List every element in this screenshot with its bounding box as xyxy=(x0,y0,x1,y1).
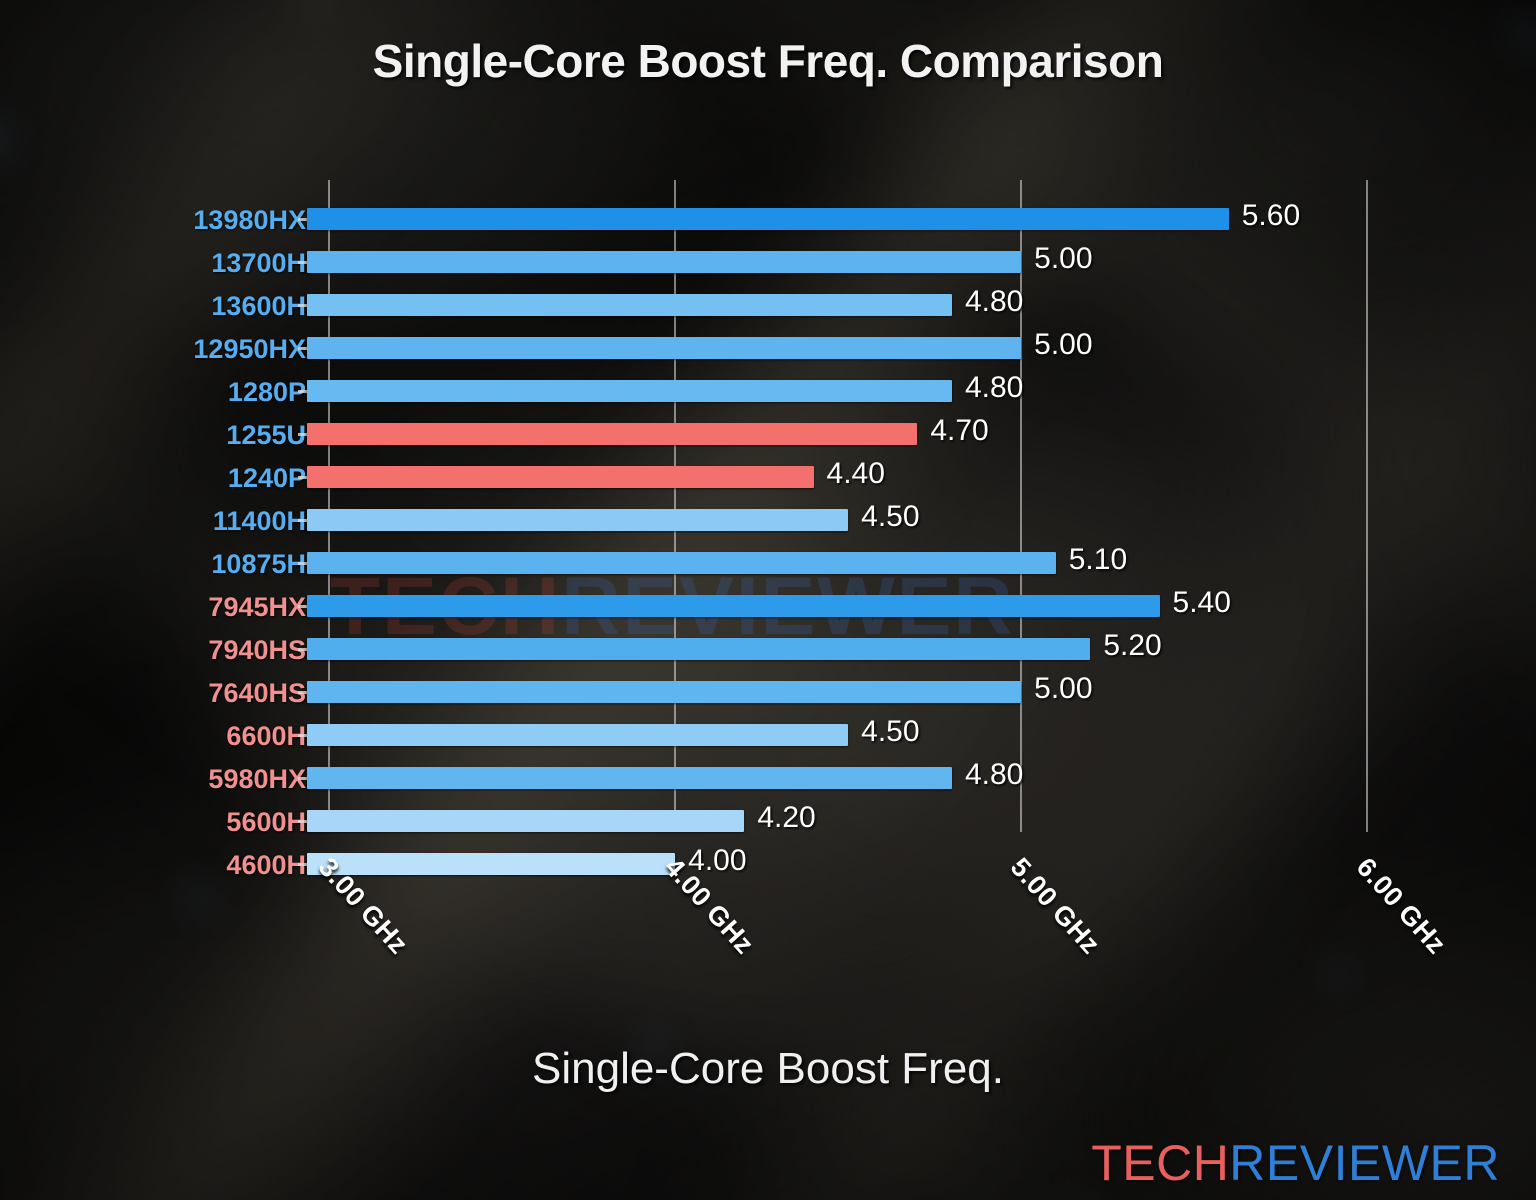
category-label-12950hx: 12950HX xyxy=(193,334,306,364)
gridline-6-00-ghz xyxy=(1366,180,1369,832)
value-label-5600h: 4.20 xyxy=(757,801,816,834)
techreviewer-logo: TECHREVIEWER xyxy=(1091,1134,1500,1192)
value-label-1240p: 4.40 xyxy=(826,457,885,490)
value-label-13980hx: 5.60 xyxy=(1241,199,1301,232)
category-label-7640hs: 7640HS xyxy=(208,678,306,708)
value-label-12950hx: 5.00 xyxy=(1034,328,1093,361)
value-label-7945hx: 5.40 xyxy=(1172,586,1231,619)
value-label-10875h: 5.10 xyxy=(1068,543,1128,576)
y-tick-mark xyxy=(298,820,307,823)
value-label-7940hs: 5.20 xyxy=(1103,629,1162,662)
value-label-6600h: 4.50 xyxy=(861,715,920,748)
bar-4600h xyxy=(307,853,676,875)
bar-7640hs xyxy=(307,681,1022,703)
category-label-1240p: 1240P xyxy=(227,463,306,493)
category-label-13980hx: 13980HX xyxy=(193,205,306,235)
logo-reviewer: REVIEWER xyxy=(1229,1135,1500,1191)
logo-tech: TECH xyxy=(1091,1135,1230,1191)
y-tick-mark xyxy=(298,304,307,307)
value-label-7640hs: 5.00 xyxy=(1034,672,1093,705)
y-tick-mark xyxy=(298,691,307,694)
category-label-4600h: 4600H xyxy=(226,850,306,880)
y-tick-mark xyxy=(298,562,307,565)
y-tick-mark xyxy=(298,863,307,866)
category-label-5600h: 5600H xyxy=(226,807,306,837)
bar-13600h xyxy=(307,294,952,316)
bar-6600h xyxy=(307,724,849,746)
y-tick-mark xyxy=(298,734,307,737)
gridline-5-00-ghz xyxy=(1020,180,1023,832)
bar-7940hs xyxy=(307,638,1091,660)
bar-5980hx xyxy=(307,767,952,789)
y-tick-mark xyxy=(298,605,307,608)
y-tick-mark xyxy=(298,777,307,780)
y-tick-mark xyxy=(298,218,307,221)
category-label-10875h: 10875H xyxy=(211,549,306,579)
category-label-1255u: 1255U xyxy=(226,420,306,450)
bar-10875h xyxy=(307,552,1056,574)
gridline-3-00-ghz xyxy=(328,180,331,832)
category-label-7945hx: 7945HX xyxy=(208,592,306,622)
bar-13980hx xyxy=(307,208,1229,230)
x-tick-label-5-00-ghz: 5.00 GHz xyxy=(1004,852,1107,960)
value-label-13600h: 4.80 xyxy=(964,285,1024,318)
value-label-4600h: 4.00 xyxy=(688,844,747,877)
y-tick-mark xyxy=(298,261,307,264)
category-label-5980hx: 5980HX xyxy=(208,764,306,794)
category-label-6600h: 6600H xyxy=(226,721,306,751)
category-label-11400h: 11400H xyxy=(212,506,306,536)
category-label-1280p: 1280P xyxy=(227,377,306,407)
category-label-7940hs: 7940HS xyxy=(208,635,306,665)
value-label-5980hx: 4.80 xyxy=(964,758,1024,791)
value-label-11400h: 4.50 xyxy=(861,500,920,533)
value-label-1280p: 4.80 xyxy=(964,371,1024,404)
category-label-13700h: 13700H xyxy=(211,248,306,278)
page-title: Single-Core Boost Freq. Comparison xyxy=(372,35,1164,87)
gridline-4-00-ghz xyxy=(674,180,677,832)
bar-13700h xyxy=(307,251,1022,273)
bar-1240p xyxy=(307,466,814,488)
y-tick-mark xyxy=(298,433,307,436)
y-tick-mark xyxy=(298,648,307,651)
y-tick-mark xyxy=(298,476,307,479)
bar-1280p xyxy=(307,380,952,402)
category-label-13600h: 13600H xyxy=(211,291,306,321)
bar-1255u xyxy=(307,423,918,445)
bar-7945hx xyxy=(307,595,1160,617)
y-tick-mark xyxy=(298,519,307,522)
x-tick-label-6-00-ghz: 6.00 GHz xyxy=(1350,852,1453,960)
bar-11400h xyxy=(307,509,849,531)
x-axis-title: Single-Core Boost Freq. xyxy=(532,1044,1004,1093)
bar-12950hx xyxy=(307,337,1022,359)
y-tick-mark xyxy=(298,347,307,350)
bar-5600h xyxy=(307,810,745,832)
value-label-1255u: 4.70 xyxy=(930,414,989,447)
value-label-13700h: 5.00 xyxy=(1034,242,1093,275)
y-tick-mark xyxy=(298,390,307,393)
